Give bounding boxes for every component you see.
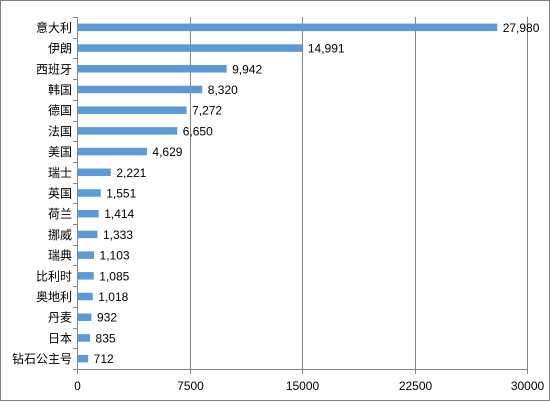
data-label: 1,018 [98, 290, 128, 304]
bar [77, 334, 91, 342]
category-label: 法国 [48, 124, 72, 138]
bar [77, 251, 95, 259]
data-label: 1,551 [106, 187, 136, 201]
data-label: 4,629 [152, 145, 182, 159]
labels: 0 7500 15000 22500 30000 意大利 27,980 伊朗 14,991 西班牙… [12, 20, 545, 393]
x-tick-label: 15000 [286, 379, 320, 393]
bar [77, 230, 98, 239]
bar [77, 168, 111, 177]
data-label: 14,991 [308, 42, 345, 56]
x-tick-label: 22500 [399, 379, 433, 393]
data-label: 932 [97, 311, 117, 325]
x-tick-label: 7500 [177, 379, 204, 393]
x-tick-label: 0 [74, 379, 81, 393]
category-label: 日本 [48, 331, 72, 345]
data-label: 1,414 [104, 207, 134, 221]
data-label: 8,320 [208, 83, 238, 97]
gridlines [190, 17, 528, 369]
data-label: 27,980 [503, 21, 540, 35]
category-label: 挪威 [48, 228, 72, 242]
bar [77, 272, 94, 280]
data-label: 1,333 [103, 228, 133, 242]
bar [77, 65, 227, 73]
category-label: 比利时 [36, 269, 72, 283]
category-label: 伊朗 [48, 42, 72, 56]
category-label: 西班牙 [36, 62, 72, 76]
data-label: 9,942 [232, 62, 262, 76]
bar [77, 44, 303, 52]
category-label: 荷兰 [48, 207, 72, 221]
bar [77, 189, 101, 197]
data-label: 7,272 [192, 104, 222, 118]
category-label: 德国 [48, 103, 72, 118]
category-label: 丹麦 [48, 311, 72, 325]
data-label: 1,085 [99, 269, 129, 283]
category-label: 韩国 [48, 82, 72, 97]
data-label: 1,103 [100, 249, 130, 263]
category-label: 钻石公主号 [12, 351, 72, 366]
bar [77, 127, 178, 135]
data-label: 712 [94, 352, 114, 366]
bar [77, 85, 203, 94]
data-label: 2,221 [116, 166, 146, 180]
bar [77, 209, 99, 218]
bar [77, 147, 147, 156]
bar [77, 354, 89, 363]
category-label: 意大利 [36, 20, 72, 35]
category-label: 美国 [48, 145, 72, 159]
bar [77, 106, 187, 114]
bar [77, 23, 498, 32]
data-label: 6,650 [183, 124, 213, 138]
category-label: 奥地利 [36, 290, 72, 304]
category-label: 英国 [48, 187, 72, 201]
bar [77, 313, 92, 321]
data-label: 835 [96, 331, 116, 345]
category-label: 瑞士 [48, 166, 72, 180]
category-label: 瑞典 [48, 249, 72, 263]
bars [77, 23, 498, 363]
x-tick-label: 30000 [511, 379, 545, 393]
bar [77, 292, 93, 301]
